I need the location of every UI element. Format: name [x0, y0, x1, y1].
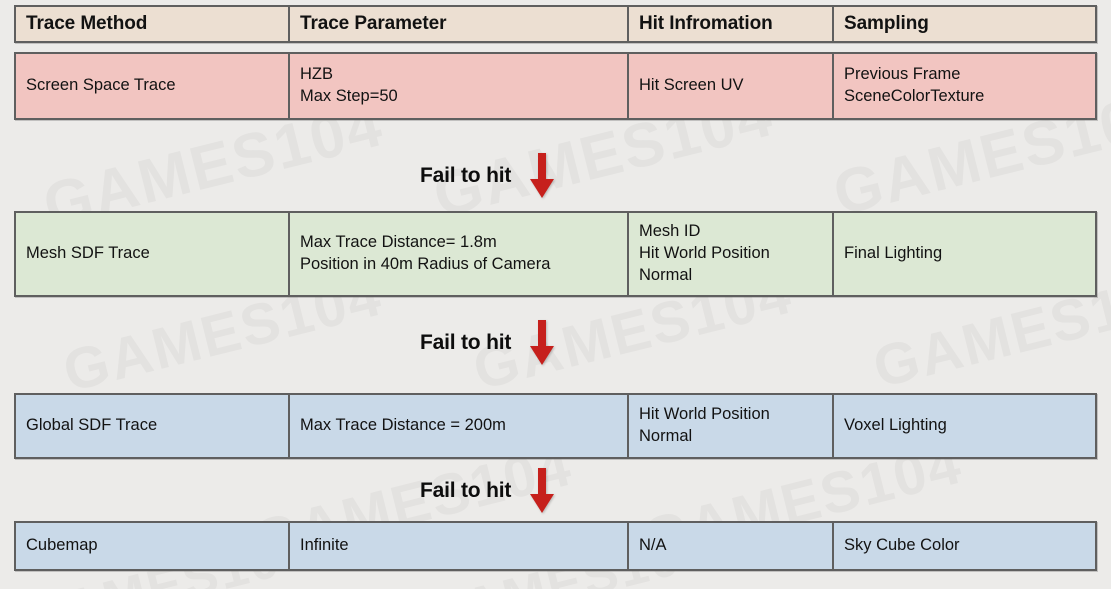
cell-hit-information: Hit Screen UV [629, 54, 834, 118]
cell-trace-method: Cubemap [16, 523, 290, 569]
table-row-global-sdf-trace: Global SDF Trace Max Trace Distance = 20… [14, 393, 1097, 459]
cell-hit-information: Hit World Position Normal [629, 395, 834, 457]
connector-fail-to-hit-2: Fail to hit [420, 320, 555, 366]
column-header-trace-method: Trace Method [16, 7, 290, 41]
connector-fail-to-hit-1: Fail to hit [420, 153, 555, 199]
table-header-row: Trace Method Trace Parameter Hit Infroma… [14, 5, 1097, 43]
cell-sampling: Sky Cube Color [844, 536, 960, 555]
down-arrow-icon [530, 468, 555, 513]
cell-sampling: Voxel Lighting [844, 416, 947, 435]
cell-hit-information: N/A [629, 523, 834, 569]
cell-trace-parameter: Max Trace Distance= 1.8m Position in 40m… [290, 213, 629, 295]
fail-to-hit-label: Fail to hit [420, 331, 512, 354]
cell-hit-information: Mesh ID Hit World Position Normal [629, 213, 834, 295]
column-header-trace-parameter: Trace Parameter [290, 7, 629, 41]
cell-trace-parameter: Infinite [290, 523, 629, 569]
fail-to-hit-label: Fail to hit [420, 479, 512, 502]
connector-fail-to-hit-3: Fail to hit [420, 468, 555, 514]
cell-trace-method: Screen Space Trace [16, 54, 290, 118]
cell-trace-parameter: Max Trace Distance = 200m [290, 395, 629, 457]
cell-trace-parameter: HZB Max Step=50 [290, 54, 629, 118]
cell-trace-method: Global SDF Trace [16, 395, 290, 457]
column-header-sampling: Sampling [844, 13, 929, 35]
cell-trace-method: Mesh SDF Trace [16, 213, 290, 295]
table-row-mesh-sdf-trace: Mesh SDF Trace Max Trace Distance= 1.8m … [14, 211, 1097, 297]
down-arrow-icon [530, 153, 555, 198]
down-arrow-icon [530, 320, 555, 365]
fail-to-hit-label: Fail to hit [420, 164, 512, 187]
table-row-cubemap: Cubemap Infinite N/A Sky Cube Color [14, 521, 1097, 571]
column-header-hit-information: Hit Infromation [629, 7, 834, 41]
table-row-screen-space-trace: Screen Space Trace HZB Max Step=50 Hit S… [14, 52, 1097, 120]
cell-sampling: Final Lighting [844, 244, 943, 263]
cell-sampling: Previous Frame SceneColorTexture [844, 65, 985, 105]
